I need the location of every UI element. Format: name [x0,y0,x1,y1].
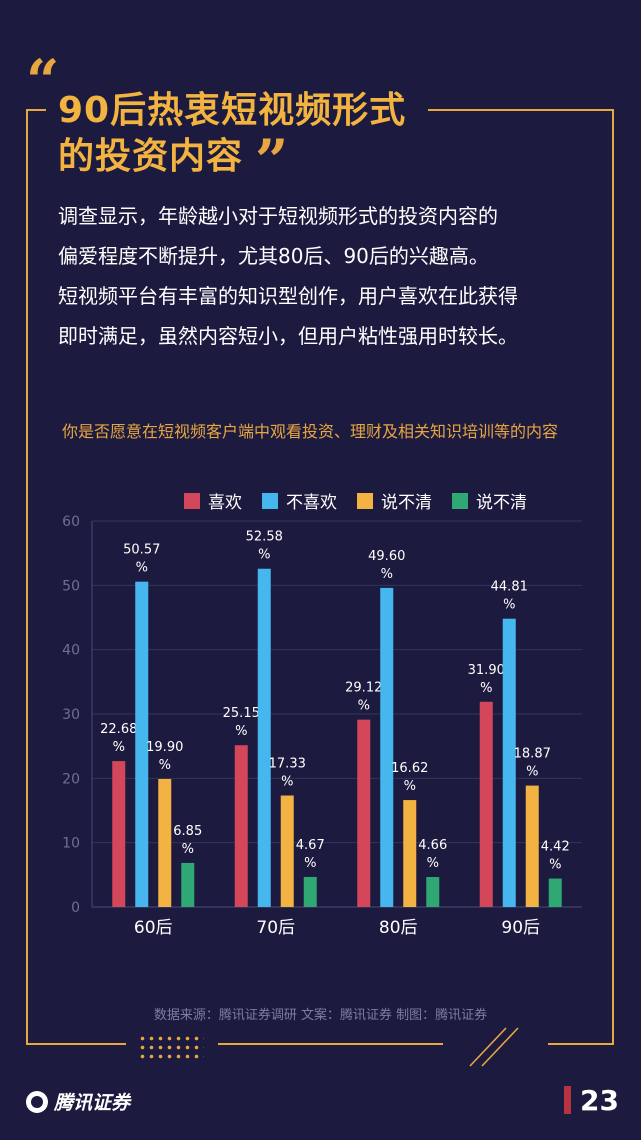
bar [502,618,516,907]
data-label: 29.12 [345,681,382,696]
bar [525,785,539,907]
legend-label: 不喜欢 [286,493,337,513]
data-label: 19.90 [146,740,183,755]
bar [181,862,195,907]
title-line-1: 90后热衷短视频形式 [58,90,407,131]
bar [234,745,248,907]
chart-question: 你是否愿意在短视频客户端中观看投资、理财及相关知识培训等的内容 [62,422,559,441]
data-label-unit: % [427,856,439,871]
logo-icon [26,1090,48,1113]
page-number-bar [564,1086,571,1114]
bar [112,761,126,907]
data-label: 49.60 [368,549,405,564]
quote-close-mark: ” [255,127,289,195]
title-line-2: 的投资内容 [58,136,244,177]
data-label: 50.57 [123,543,160,558]
frame-top-right-line [428,109,614,111]
bar-chart: 0 10 20 30 40 50 60 22.68% 50.57% 19.90% 6.85% 60后 2… [62,514,582,938]
legend-swatch [184,492,200,509]
y-tick-label: 50 [62,578,80,594]
dot-pattern-decoration [138,1034,204,1060]
quote-open-mark: “ [26,47,60,115]
data-label-unit: % [136,561,148,576]
data-label-unit: % [235,724,247,739]
data-label-unit: % [304,856,316,871]
intro-line: 调查显示，年龄越小对于短视频形式的投资内容的 [58,204,498,228]
y-tick-label: 20 [62,771,80,787]
data-label-unit: % [258,548,270,563]
frame-right-line [612,109,614,1045]
slash-decoration [469,1027,519,1067]
legend-item: 说不清 [357,488,432,513]
y-tick-label: 0 [71,900,80,916]
frame-bottom-left-line [26,1043,126,1045]
data-label: 4.42 [541,840,570,855]
frame-bottom-mid-line [218,1043,443,1045]
bar [426,877,440,907]
brand-name: 腾讯证券 [54,1092,131,1114]
data-label-unit: % [404,779,416,794]
data-label-unit: % [381,567,393,582]
x-tick-label: 70后 [256,918,295,938]
intro-line: 短视频平台有丰富的知识型创作，用户喜欢在此获得 [58,284,518,308]
data-label: 18.87 [514,747,551,762]
bar [357,719,371,907]
data-label: 52.58 [246,530,283,545]
x-tick-label: 80后 [379,918,418,938]
bar [135,581,149,907]
intro-line: 偏爱程度不断提升，尤其80后、90后的兴趣高。 [58,244,489,268]
data-label: 6.85 [173,824,202,839]
y-tick-label: 30 [62,707,80,723]
data-label: 31.90 [468,663,505,678]
legend-label: 说不清 [476,493,527,513]
bar [158,778,172,907]
data-label-unit: % [159,758,171,773]
bar [303,876,317,907]
brand-logo: 腾讯证券 [26,1088,130,1115]
y-tick-label: 40 [62,643,80,659]
legend-swatch [357,492,373,509]
legend-item: 不喜欢 [262,488,337,513]
intro-line: 即时满足，虽然内容短小，但用户粘性强用时较长。 [58,324,518,348]
x-tick-label: 90后 [501,918,540,938]
bar [548,878,562,907]
data-label: 17.33 [269,757,306,772]
bar [257,568,271,907]
data-label-unit: % [358,699,370,714]
data-label-unit: % [526,765,538,780]
bar [380,587,394,907]
frame-left-line [26,109,28,1045]
page-number: 23 [580,1084,619,1117]
y-tick-label: 10 [62,836,80,852]
data-label: 44.81 [491,580,528,595]
x-tick-label: 60后 [134,918,173,938]
bar [403,800,417,907]
data-label: 4.67 [296,838,325,853]
data-label-unit: % [549,858,561,873]
data-label: 4.66 [418,838,447,853]
data-label: 16.62 [391,761,428,776]
legend-label: 说不清 [381,493,432,513]
frame-top-left-line [26,109,46,111]
bar [280,795,294,907]
data-label-unit: % [281,775,293,790]
legend-item: 说不清 [452,488,527,513]
page-title: 90后热衷短视频形式 的投资内容 [58,88,406,180]
chart-legend: 喜欢 不喜欢 说不清 说不清 [184,488,527,513]
legend-swatch [452,492,468,509]
y-tick-label: 60 [62,514,80,530]
data-label-unit: % [113,740,125,755]
intro-paragraph: 调查显示，年龄越小对于短视频形式的投资内容的 偏爱程度不断提升，尤其80后、90… [58,196,603,356]
data-label: 22.68 [100,722,137,737]
data-label-unit: % [480,681,492,696]
legend-item: 喜欢 [184,488,242,513]
footer-source: 数据来源：腾讯证券调研 文案：腾讯证券 制图：腾讯证券 [153,1008,488,1023]
data-label-unit: % [182,842,194,857]
frame-bottom-right-line [548,1043,614,1045]
bar [479,701,493,907]
data-label: 25.15 [223,706,260,721]
data-label-unit: % [503,598,515,613]
legend-swatch [262,492,278,509]
legend-label: 喜欢 [208,493,242,513]
